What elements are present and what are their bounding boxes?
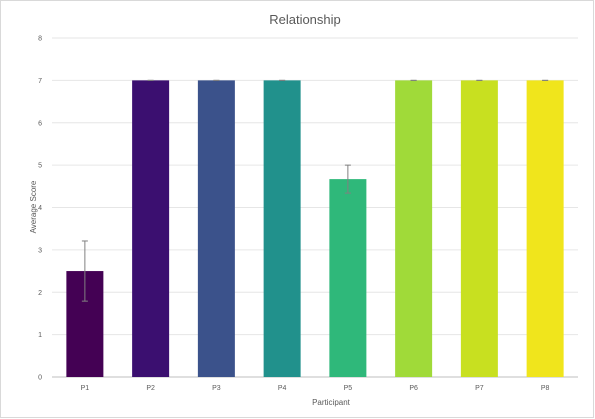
x-tick-label: P3: [212, 385, 221, 392]
y-tick-label: 8: [38, 36, 42, 43]
bar-p5: [329, 179, 367, 377]
bar-p8: [526, 80, 564, 377]
x-axis-ticks: P1 P2 P3 P4 P5 P6 P7 P8: [81, 385, 550, 392]
x-axis-label: Participant: [312, 398, 351, 407]
y-axis-label: Average Score: [29, 180, 38, 233]
x-tick-label: P7: [475, 385, 484, 392]
chart-title: Relationship: [269, 12, 341, 27]
x-tick-label: P4: [278, 385, 287, 392]
y-axis-ticks: 0 1 2 3 4 5 6 7 8: [38, 36, 42, 382]
y-tick-label: 0: [38, 375, 42, 382]
bar-p6: [395, 80, 433, 377]
y-tick-label: 6: [38, 120, 42, 127]
bar-p7: [460, 80, 498, 377]
error-bars: [81, 79, 549, 302]
y-tick-label: 1: [38, 332, 42, 339]
y-tick-label: 7: [38, 78, 42, 85]
x-tick-label: P6: [409, 385, 418, 392]
bars: [66, 80, 564, 377]
y-tick-label: 2: [38, 290, 42, 297]
y-tick-label: 5: [38, 163, 42, 170]
x-tick-label: P8: [541, 385, 550, 392]
x-tick-label: P2: [146, 385, 155, 392]
x-tick-label: P5: [344, 385, 353, 392]
bar-p4: [263, 80, 301, 377]
y-tick-label: 3: [38, 247, 42, 254]
x-tick-label: P1: [81, 385, 90, 392]
bar-p3: [197, 80, 235, 377]
bar-p2: [132, 80, 170, 377]
gridlines: [52, 37, 578, 378]
y-tick-label: 4: [38, 205, 42, 212]
